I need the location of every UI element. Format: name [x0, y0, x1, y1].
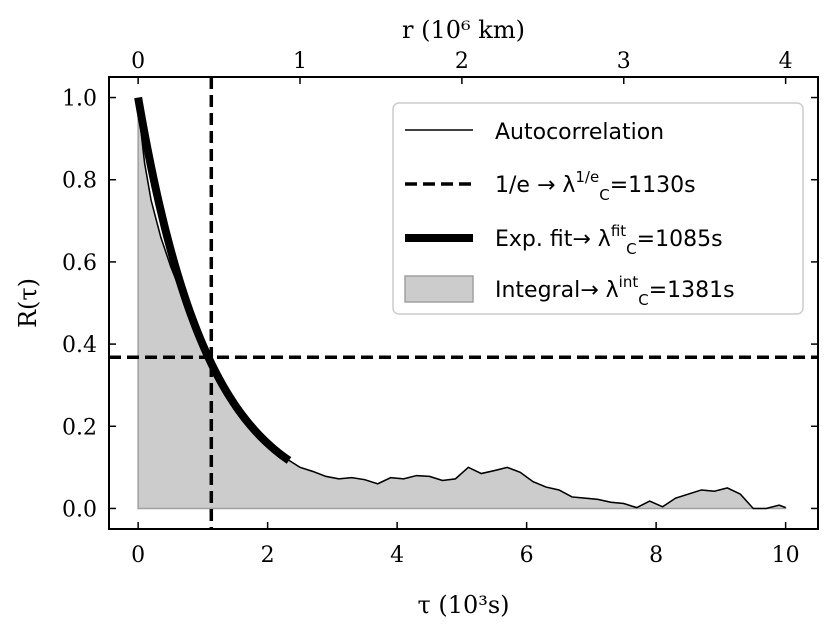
- x-tick-label: 8: [649, 543, 663, 568]
- y-tick-label: 0.2: [62, 415, 97, 440]
- x-tick-label: 4: [390, 543, 404, 568]
- y-tick-label: 0.4: [62, 333, 97, 358]
- x-tick-label: 6: [520, 543, 534, 568]
- x-tick-label: 2: [261, 543, 275, 568]
- top-x-tick-label: 4: [779, 49, 793, 74]
- axes: 0 2 4 6 8 10 0 1 2 3 4 0.0 0.2 0.4 0.6 0.8 1.0 τ (10³s) r …: [14, 16, 819, 619]
- y-tick-label: 0.6: [62, 251, 97, 276]
- top-x-tick-label: 0: [131, 49, 145, 74]
- y-axis-label: R(τ): [14, 278, 42, 328]
- x-axis-label: τ (10³s): [417, 591, 509, 619]
- legend: Autocorrelation 1/e → λ1/eC=1130s Exp. fit…: [392, 102, 804, 315]
- top-x-tick-label: 1: [293, 49, 307, 74]
- top-x-tick-label: 3: [617, 49, 631, 74]
- legend-label: 1/e → λ1/eC=1130s: [495, 168, 696, 204]
- x-tick-label: 10: [772, 543, 800, 568]
- exp-fit-line: [134, 96, 292, 464]
- top-x-tick-label: 2: [455, 49, 469, 74]
- y-tick-label: 0.0: [62, 497, 97, 522]
- legend-integral-swatch: [404, 275, 474, 303]
- legend-label: Autocorrelation: [495, 120, 664, 145]
- top-x-axis-label: r (10⁶ km): [402, 16, 525, 44]
- legend-label: Integral→ λintC=1381s: [495, 273, 735, 309]
- y-tick-label: 1.0: [62, 87, 97, 112]
- legend-box: [392, 102, 804, 315]
- y-tick-label: 0.8: [62, 169, 97, 194]
- plot-area: [109, 77, 818, 529]
- plot-frame: [108, 76, 819, 530]
- legend-label: Exp. fit→ λfitC=1085s: [495, 222, 723, 258]
- x-tick-label: 0: [131, 543, 145, 568]
